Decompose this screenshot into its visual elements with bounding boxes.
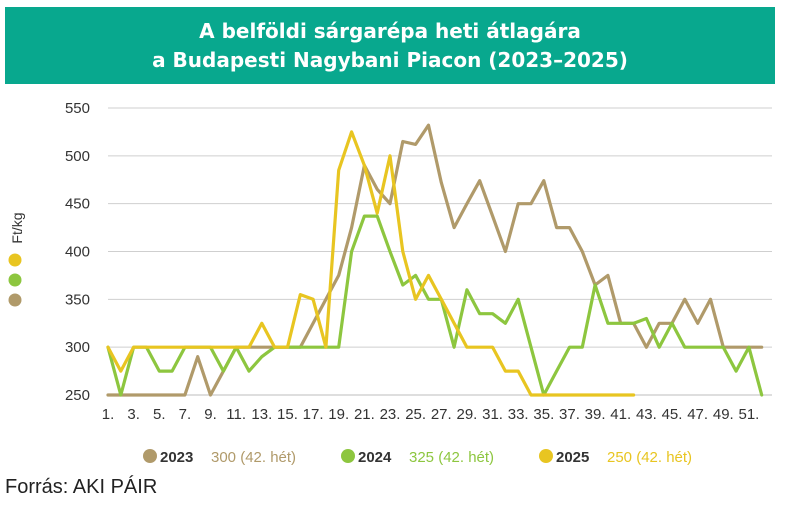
legend-marker-2025 — [539, 449, 553, 463]
x-tick-label: 7. — [179, 406, 192, 423]
y-tick-label: 450 — [65, 196, 90, 213]
series-line-2025 — [108, 132, 634, 395]
legend-year-2023: 2023 — [160, 449, 193, 466]
y-tick-label: 250 — [65, 387, 90, 404]
x-tick-label: 49. — [713, 406, 734, 423]
side-legend-dot-2024 — [9, 274, 22, 287]
y-tick-label: 350 — [65, 291, 90, 308]
x-tick-label: 29. — [456, 406, 477, 423]
x-tick-label: 13. — [251, 406, 272, 423]
series-line-2024 — [108, 216, 762, 395]
x-tick-label: 3. — [127, 406, 140, 423]
side-legend-dot-2023 — [9, 294, 22, 307]
x-tick-label: 39. — [585, 406, 606, 423]
x-tick-label: 51. — [738, 406, 759, 423]
legend-year-2024: 2024 — [358, 449, 392, 466]
legend-value-2023: 300 (42. hét) — [211, 449, 296, 466]
y-axis-label: Ft/kg — [9, 212, 25, 243]
legend-value-2025: 250 (42. hét) — [607, 449, 692, 466]
legend-marker-2024 — [341, 449, 355, 463]
x-tick-label: 21. — [354, 406, 375, 423]
series-line-2023 — [108, 125, 762, 395]
legend-year-2025: 2025 — [556, 449, 589, 466]
x-tick-label: 19. — [328, 406, 349, 423]
side-legend-dot-2025 — [9, 254, 22, 267]
x-tick-label: 35. — [533, 406, 554, 423]
x-tick-label: 41. — [610, 406, 631, 423]
y-tick-label: 300 — [65, 339, 90, 356]
x-tick-label: 23. — [380, 406, 401, 423]
x-tick-label: 33. — [508, 406, 529, 423]
x-tick-label: 17. — [303, 406, 324, 423]
y-tick-label: 550 — [65, 100, 90, 117]
legend-marker-2023 — [143, 449, 157, 463]
x-tick-label: 9. — [204, 406, 217, 423]
x-tick-label: 1. — [102, 406, 115, 423]
x-tick-label: 37. — [559, 406, 580, 423]
x-tick-label: 31. — [482, 406, 503, 423]
x-tick-label: 43. — [636, 406, 657, 423]
y-tick-label: 500 — [65, 148, 90, 165]
x-tick-label: 47. — [687, 406, 708, 423]
x-tick-label: 5. — [153, 406, 166, 423]
x-tick-label: 15. — [277, 406, 298, 423]
source-note: Forrás: AKI PÁIR — [5, 476, 157, 499]
x-tick-label: 25. — [405, 406, 426, 423]
x-tick-label: 11. — [226, 406, 246, 423]
x-tick-label: 27. — [431, 406, 452, 423]
y-tick-label: 400 — [65, 244, 90, 261]
x-tick-label: 45. — [662, 406, 683, 423]
legend-value-2024: 325 (42. hét) — [409, 449, 494, 466]
